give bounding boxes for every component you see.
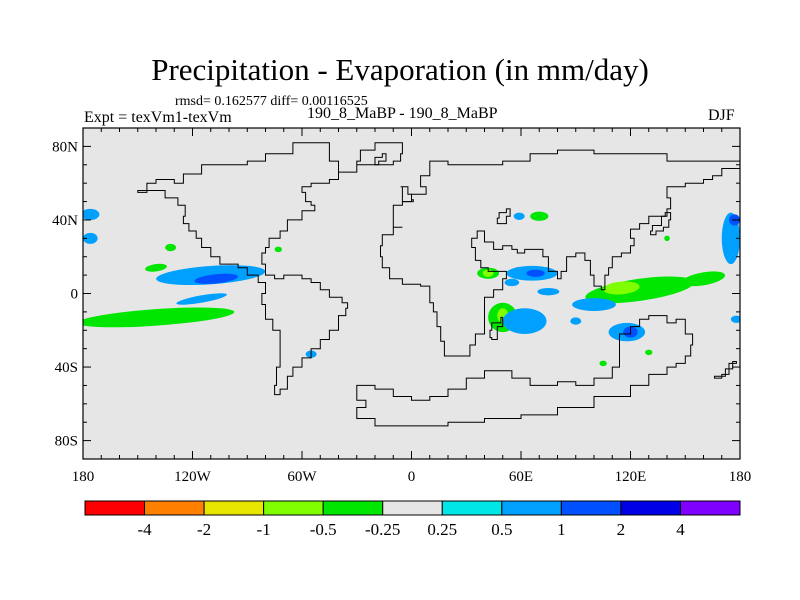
anomaly-region-29: [730, 315, 740, 323]
colorbar-label: -1: [257, 520, 271, 539]
y-tick-label: 0: [71, 287, 79, 303]
y-tick-label: 80S: [55, 434, 78, 450]
coastline-layer: [137, 142, 740, 427]
colorbar-swatch: [322, 500, 384, 516]
anomaly-region-15: [513, 212, 525, 220]
anomaly-region-19: [603, 281, 640, 295]
coastline-new-zealand: [714, 361, 737, 379]
x-tick-label: 120W: [174, 469, 212, 485]
anomaly-region-5: [194, 273, 239, 284]
anomaly-region-16: [537, 287, 560, 296]
x-tick-label: 60W: [287, 469, 317, 485]
anomaly-region-18: [585, 276, 694, 304]
colorbar-swatch: [84, 500, 146, 516]
coastline-uk: [400, 186, 414, 203]
colorbar-label: 2: [617, 520, 626, 539]
anomaly-region-31: [645, 349, 653, 356]
colorbar-label: -2: [197, 520, 211, 539]
colorbar: -4 -2 -1 -0.5 -0.25 0.25 0.5 1 2 4: [84, 500, 741, 539]
coastline-north-america-south-america: [137, 142, 403, 396]
anomaly-region-14: [530, 211, 549, 221]
y-tick-label: 40N: [52, 213, 78, 229]
coastline-islands: [374, 153, 387, 166]
coastline-eurasia-africa: [380, 149, 740, 357]
colorbar-swatch: [501, 500, 562, 516]
plot-title: Precipitation - Evaporation (in mm/day): [151, 52, 649, 87]
coastline-japan: [650, 212, 672, 236]
colorbar-label: -0.25: [365, 520, 400, 539]
anomaly-region-30: [599, 360, 607, 367]
y-tick-label: 40S: [55, 360, 78, 376]
x-tick-label: 180: [72, 469, 95, 485]
anomaly-region-27: [721, 212, 740, 265]
colorbar-label: -0.5: [310, 520, 337, 539]
colorbar-label: 0.25: [427, 520, 457, 539]
colorbar-label: -4: [137, 520, 152, 539]
colorbar-swatch: [263, 500, 324, 516]
anomaly-region-9: [274, 246, 282, 253]
colorbar-label: 4: [676, 520, 685, 539]
x-tick-label: 180: [729, 469, 752, 485]
coastline-madagascar: [489, 316, 504, 340]
colorbar-swatch: [620, 500, 681, 516]
anomaly-region-0: [83, 208, 100, 220]
anomaly-region-17: [504, 278, 520, 287]
case-label: 190_8_MaBP - 190_8_MaBP: [307, 105, 498, 122]
x-tick-label: 120E: [615, 469, 647, 485]
anomaly-region-13: [526, 269, 545, 277]
experiment-label: Expt = texVm1-texVm: [84, 109, 232, 126]
x-tick-label: 60E: [509, 469, 533, 485]
x-tick-label: 0: [408, 469, 416, 485]
anomaly-region-3: [165, 243, 177, 252]
coastline-caspian: [496, 208, 511, 225]
anomaly-region-2: [145, 263, 167, 272]
season-label: DJF: [708, 107, 735, 124]
colorbar-label: 1: [557, 520, 566, 539]
anomaly-region-33: [570, 317, 582, 325]
stats-text: rmsd= 0.162577 diff= 0.00116525: [175, 94, 368, 109]
anomaly-region-21: [572, 298, 616, 311]
anomaly-region-24: [502, 308, 547, 334]
anomaly-region-6: [83, 307, 235, 328]
colorbar-swatch: [441, 500, 503, 516]
colorbar-swatch: [382, 500, 443, 516]
anomaly-region-1: [83, 232, 98, 244]
y-tick-label: 80N: [52, 139, 78, 155]
colorbar-swatch: [679, 500, 741, 516]
colorbar-swatch: [144, 500, 205, 516]
colorbar-swatch: [203, 500, 265, 516]
anomaly-region-20: [681, 271, 726, 287]
coastline-australia-antarctica: [356, 315, 694, 427]
anomaly-region-32: [664, 235, 670, 242]
axis-ticks: 80N 40N 0 40S 80S 180 120W 60W 0 60E 120E 180: [52, 127, 752, 485]
colorbar-swatch: [560, 500, 622, 516]
colorbar-label: 0.5: [491, 520, 512, 539]
anomaly-region-7: [176, 293, 227, 305]
anomaly-layer: [83, 208, 740, 367]
